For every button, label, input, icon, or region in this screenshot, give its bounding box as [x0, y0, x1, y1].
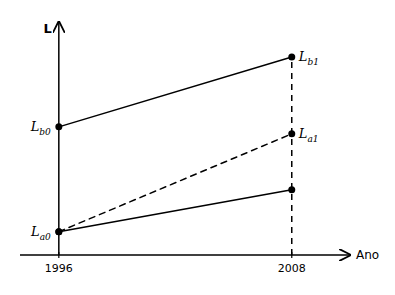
annotation-label: L	[30, 224, 40, 239]
series-point	[288, 53, 295, 60]
x-tick-label: 1996	[45, 262, 73, 275]
annotation: La0	[30, 224, 51, 242]
y-axis-label: L	[44, 21, 52, 36]
series-line	[59, 57, 292, 127]
series-point	[288, 186, 295, 193]
annotation-label: L	[298, 126, 308, 141]
series-line	[59, 190, 292, 232]
annotation: Lb0	[30, 119, 51, 137]
annotation-label: L	[298, 49, 308, 64]
x-axis-label: Ano	[356, 248, 379, 262]
annotation-subscript: a1	[307, 134, 318, 144]
annotation-subscript: a0	[40, 232, 51, 242]
series-point	[288, 130, 295, 137]
y-axis	[58, 22, 60, 255]
plot-area	[55, 53, 295, 255]
series-point	[55, 228, 62, 235]
x-tick	[58, 252, 59, 258]
annotation-subscript: b1	[307, 57, 319, 67]
reference-line	[291, 57, 293, 255]
series-point	[55, 228, 62, 235]
annotation: La1	[298, 126, 319, 144]
chart: 19962008AnoLLa0Lb0Lb1La1	[0, 0, 395, 295]
annotation: Lb1	[298, 49, 319, 67]
annotation-label: L	[30, 119, 40, 134]
series-point	[55, 123, 62, 130]
annotation-subscript: b0	[39, 127, 51, 137]
x-axis	[20, 254, 350, 256]
x-tick-label: 2008	[278, 262, 306, 275]
series-line	[59, 134, 292, 232]
